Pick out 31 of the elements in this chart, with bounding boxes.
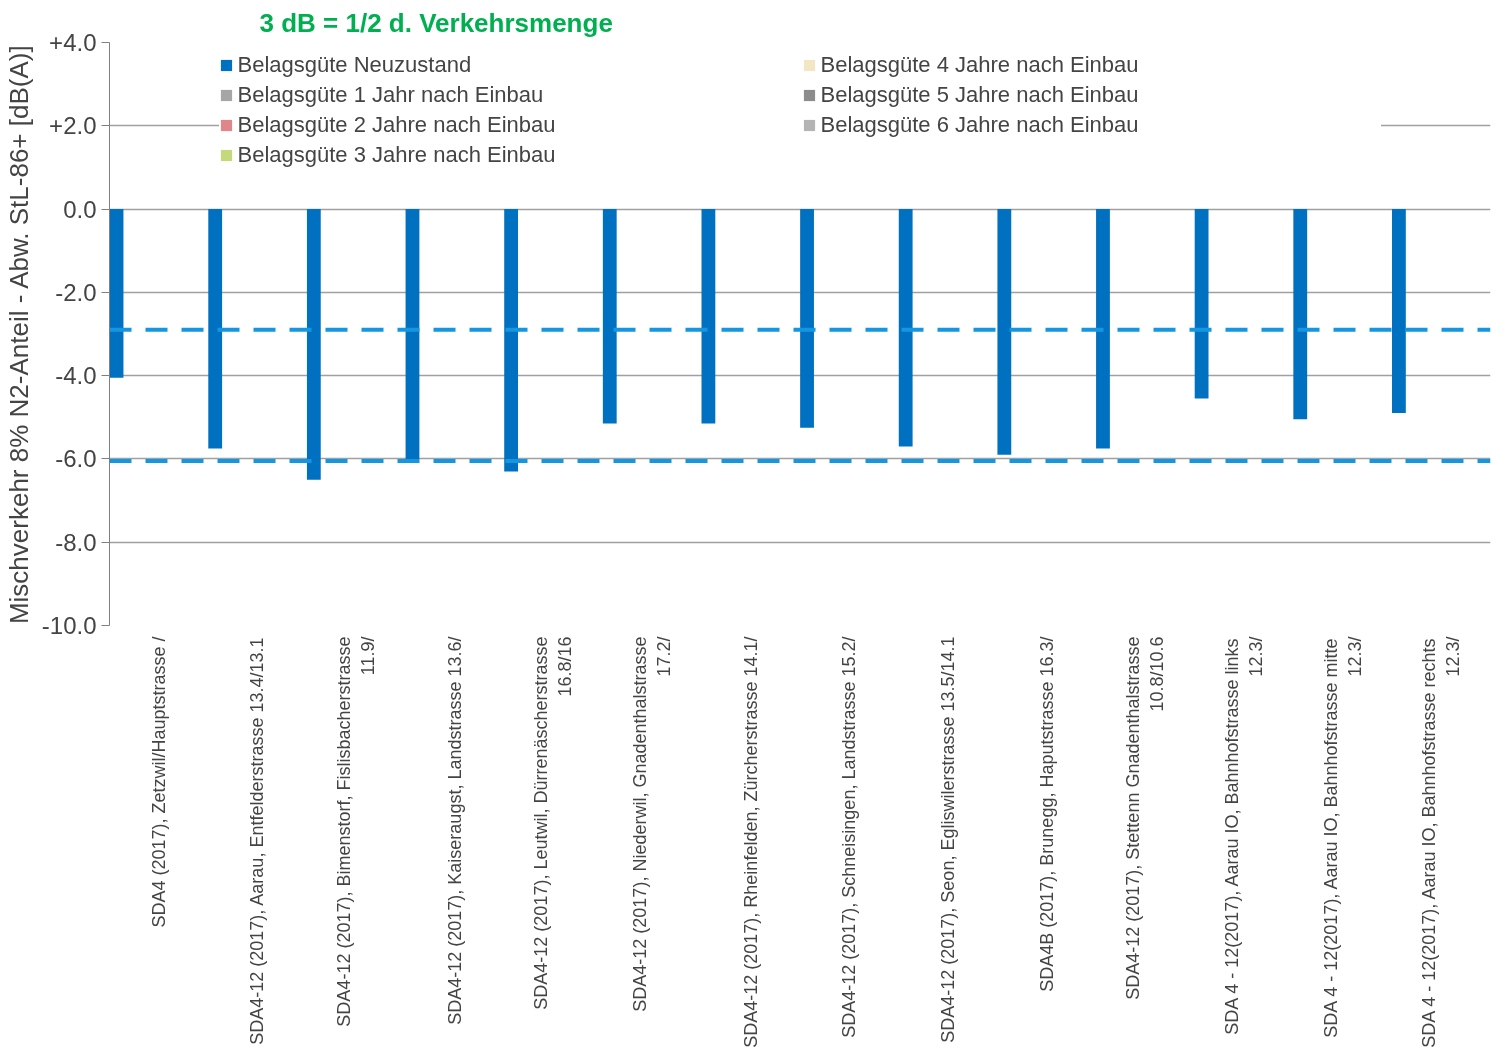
y-tick-label: -10.0 bbox=[41, 612, 97, 639]
y-axis-title: Mischverkehr 8% N2-Anteil - Abw. StL-86+ [dB(A)] bbox=[3, 45, 34, 625]
x-tick-label: SDA4-12 (2017), Leutwil, Dürrenäscherstrasse 16.8/16 bbox=[531, 636, 576, 1010]
y-tick-label: -4.0 bbox=[55, 362, 97, 390]
legend-label: Belagsgüte 1 Jahr nach Einbau bbox=[237, 82, 545, 108]
x-tick-label: SDA4-12 (2017), Rheinfelden, Zürcherstrasse 14.1/ bbox=[740, 636, 761, 1048]
y-tick-label: -8.0 bbox=[55, 528, 97, 556]
legend-label: Belagsgüte 4 Jahre nach Einbau bbox=[820, 52, 1140, 78]
legend-label: Belagsgüte 6 Jahre nach Einbau bbox=[820, 112, 1140, 138]
x-tick-label: SDA4-12 (2017), Stettenn Gnadenthalstrasse 10.8/10.6 bbox=[1123, 636, 1168, 1000]
legend-label: Belagsgüte 3 Jahre nach Einbau bbox=[237, 142, 557, 168]
x-tick-label: SDA4 (2017), Zetzwil/Hauptstrasse / bbox=[148, 636, 169, 928]
x-tick-label: SDA4B (2017), Brunegg, Haputstrasse 16.3/ bbox=[1036, 636, 1057, 992]
x-tick-label: SDA4-12 (2017), Aarau, Entfelderstrasse 13.4/13.1 bbox=[247, 637, 268, 1045]
y-tick-label: +4.0 bbox=[49, 29, 97, 56]
x-tick-label: SDA4-12 (2017), Kaiseraugst, Landstrasse 13.6/ bbox=[444, 636, 465, 1025]
x-tick-label: SDA 4 - 12(2017), Aarau IO, Bahnhofstrasse links 12.3/ bbox=[1221, 636, 1266, 1035]
x-tick-label: SDA 4 - 12(2017), Aarau IO, Bahnhofstrasse mitte 12.3/ bbox=[1320, 636, 1365, 1038]
x-tick-label: SDA 4 - 12(2017), Aarau IO, Bahnhofstrasse rechts 12.3/ bbox=[1419, 636, 1464, 1048]
text: 3 dB = 1/2 d. Verkehrsmenge bbox=[259, 7, 613, 38]
legend-label: Belagsgüte 2 Jahre nach Einbau bbox=[237, 112, 557, 138]
legend-label: Belagsgüte Neuzustand bbox=[237, 52, 473, 78]
x-tick-label: SDA4-12 (2017), Bimenstorf, Fislisbacherstrasse 11.9/ bbox=[334, 636, 379, 1027]
y-tick-label: -6.0 bbox=[55, 445, 97, 473]
legend-label: Belagsgüte 5 Jahre nach Einbau bbox=[820, 82, 1140, 108]
y-tick-label: -2.0 bbox=[55, 278, 97, 306]
x-tick-label: SDA4-12 (2017), Seon, Egliswilerstrasse 13.5/14.1 bbox=[937, 636, 958, 1043]
y-tick-label: 0.0 bbox=[63, 195, 97, 223]
y-tick-label: +2.0 bbox=[49, 112, 97, 140]
x-tick-label: SDA4-12 (2017), Niederwil, Gnadenthalstrasse 17.2/ bbox=[630, 636, 675, 1012]
x-tick-label: SDA4-12 (2017), Schneisingen, Landstrasse 15.2/ bbox=[839, 636, 860, 1038]
